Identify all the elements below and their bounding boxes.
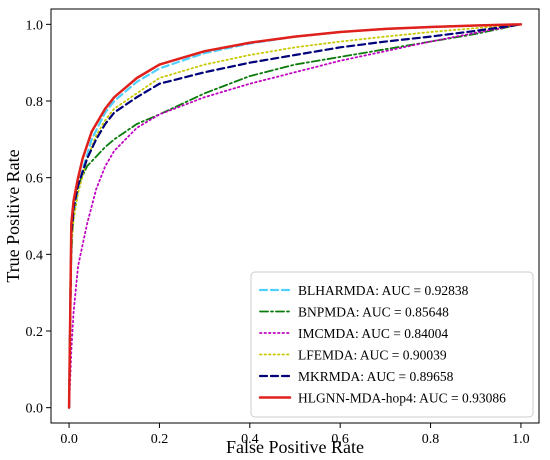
- x-tick-label: 0.8: [422, 432, 440, 447]
- legend-box: [250, 271, 534, 418]
- x-axis-label: False Positive Rate: [226, 437, 364, 457]
- legend-entry-label: MKRMDA: AUC = 0.89658: [298, 369, 454, 384]
- y-tick-label: 0.6: [26, 172, 44, 187]
- x-tick-label: 0.6: [331, 432, 349, 447]
- y-tick-label: 0.4: [26, 248, 44, 263]
- y-tick-label: 0.0: [26, 402, 44, 417]
- legend-entry-label: IMCMDA: AUC = 0.84004: [298, 326, 448, 341]
- y-tick-label: 1.0: [26, 18, 44, 33]
- legend-entry-label: LFEMDA: AUC = 0.90039: [298, 348, 447, 363]
- x-tick-label: 0.2: [151, 432, 169, 447]
- series-line-mkrmda: [67, 23, 523, 409]
- y-tick-label: 0.8: [26, 95, 44, 110]
- x-tick-label: 1.0: [512, 432, 530, 447]
- legend-entry-label: BNPMDA: AUC = 0.85648: [298, 305, 449, 320]
- series-line-imcmda: [68, 23, 522, 409]
- y-axis: 0.0 0.2 0.4 0.6 0.8 1.0: [26, 18, 51, 417]
- series-line-lfemda: [68, 23, 522, 409]
- legend-entry-label: HLGNN-MDA-hop4: AUC = 0.93086: [298, 391, 506, 406]
- x-axis: 0.0 0.2 0.4 0.6 0.8 1.0: [60, 423, 530, 447]
- y-tick-label: 0.2: [26, 325, 44, 340]
- legend: BLHARMDA: AUC = 0.92838 BNPMDA: AUC = 0.8…: [250, 271, 534, 418]
- series-line-hlgnn-mda-hop4: [67, 23, 523, 409]
- series-lines: [67, 23, 523, 409]
- x-tick-label: 0.0: [60, 432, 78, 447]
- legend-entry-label: BLHARMDA: AUC = 0.92838: [298, 283, 469, 298]
- y-axis-label: True Positive Rate: [3, 149, 23, 282]
- x-tick-label: 0.4: [241, 432, 259, 447]
